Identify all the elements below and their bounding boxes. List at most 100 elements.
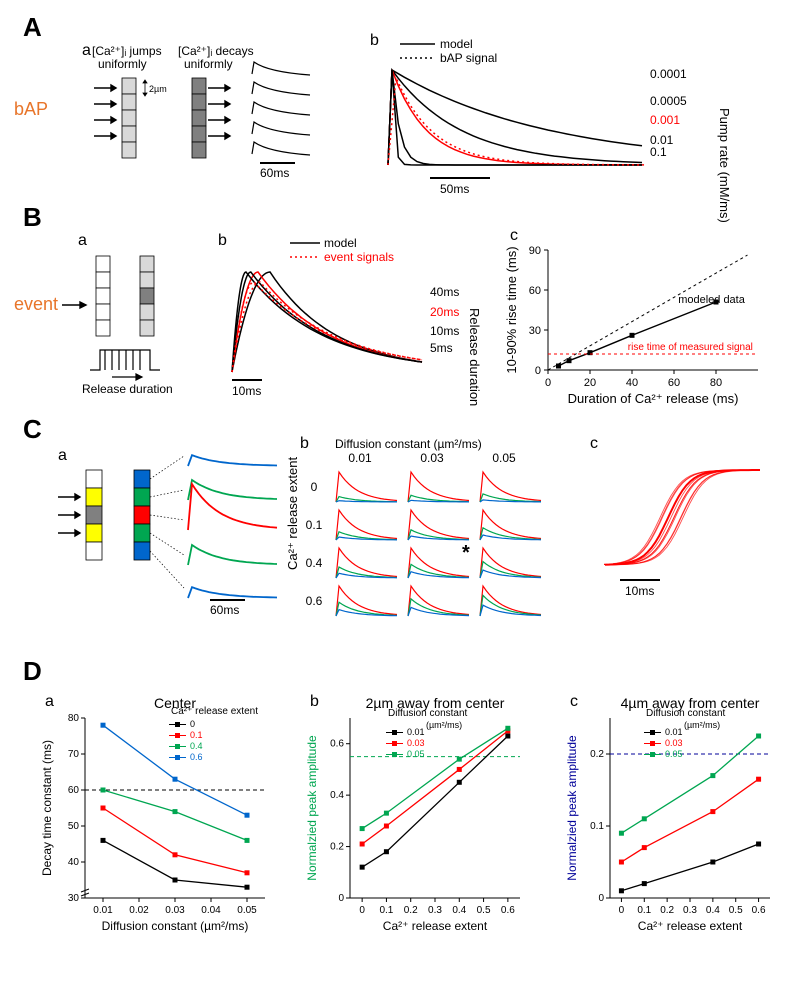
Ba-pulse	[90, 350, 160, 370]
Ba-xlabel: Release duration	[82, 382, 173, 396]
svg-text:0.01: 0.01	[407, 727, 425, 737]
svg-text:0.4: 0.4	[306, 556, 323, 570]
svg-text:0.05: 0.05	[665, 749, 683, 759]
svg-text:0.1: 0.1	[379, 905, 393, 916]
svg-text:0.01: 0.01	[93, 905, 113, 916]
svg-text:0.3: 0.3	[683, 905, 697, 916]
Cb-cell: *	[408, 542, 470, 578]
panel-A-letter: A	[23, 12, 42, 42]
svg-text:Normalzied peak amplitude: Normalzied peak amplitude	[565, 735, 579, 881]
Ca-arrows-in	[58, 494, 80, 536]
svg-text:Diffusion constant (µm²/ms): Diffusion constant (µm²/ms)	[102, 919, 249, 933]
panel-Cc-letter: c	[590, 435, 598, 452]
svg-text:10-90% rise time (ms): 10-90% rise time (ms)	[504, 246, 519, 373]
Bb-duration-labels: 40ms20ms10ms5ms	[430, 285, 459, 355]
svg-text:Normalzied peak amplitude: Normalzied peak amplitude	[305, 735, 319, 881]
Ca-connectors	[150, 456, 184, 588]
svg-text:60: 60	[529, 285, 541, 297]
svg-text:modeled data: modeled data	[678, 294, 746, 306]
svg-text:0.03: 0.03	[407, 738, 425, 748]
svg-text:0.4: 0.4	[706, 905, 720, 916]
Cb-cell	[408, 510, 469, 540]
Bb-ylabel: Release duration	[467, 308, 482, 406]
svg-text:0.2: 0.2	[590, 749, 604, 760]
Bb-scalebar-text: 10ms	[232, 384, 261, 398]
Cb-cell	[408, 472, 469, 502]
Cb-col-labels: 0.010.030.05	[348, 451, 516, 465]
svg-text:0.01: 0.01	[348, 451, 372, 465]
svg-text:5ms: 5ms	[430, 341, 453, 355]
svg-text:0.2: 0.2	[404, 905, 418, 916]
svg-text:Diffusion constant: Diffusion constant	[646, 708, 726, 719]
svg-text:40: 40	[626, 377, 638, 389]
svg-text:0.03: 0.03	[665, 738, 683, 748]
Ab-ylabel: Pump rate (mM/ms)	[717, 108, 732, 223]
Aa-text-decays: [Ca²⁺]ᵢ decays uniformly	[178, 44, 257, 71]
svg-text:0.0005: 0.0005	[650, 94, 687, 108]
Ab-pumprate-labels: 0.00010.00050.0010.010.1	[650, 67, 687, 159]
svg-text:0.1: 0.1	[650, 145, 667, 159]
panel-Ca-letter: a	[58, 447, 67, 464]
svg-text:0.0001: 0.0001	[650, 67, 687, 81]
Cb-cell	[480, 548, 541, 578]
Ab-curves	[388, 70, 646, 165]
svg-text:60: 60	[668, 377, 680, 389]
svg-text:0: 0	[338, 893, 344, 904]
svg-text:60: 60	[68, 785, 80, 796]
panel-Ab-letter: b	[370, 32, 379, 49]
svg-text:0.001: 0.001	[650, 113, 680, 127]
svg-text:50: 50	[68, 821, 80, 832]
svg-text:0.6: 0.6	[330, 739, 344, 750]
Cb-cell	[336, 510, 397, 540]
Cb-row-labels: 00.10.40.6	[306, 480, 323, 608]
Cb-cell	[408, 586, 469, 616]
Bb-legend: model event signals	[290, 236, 394, 264]
svg-text:40ms: 40ms	[430, 285, 459, 299]
Aa-scalebar-text: 60ms	[260, 166, 289, 180]
svg-text:a: a	[45, 693, 54, 710]
event-arrow-icon	[62, 302, 86, 308]
svg-text:0.05: 0.05	[407, 749, 425, 759]
svg-text:0.3: 0.3	[428, 905, 442, 916]
svg-text:30: 30	[529, 325, 541, 337]
svg-text:0.05: 0.05	[492, 451, 516, 465]
panel-C-letter: C	[23, 414, 42, 444]
svg-text:b: b	[310, 693, 319, 710]
svg-text:70: 70	[68, 749, 80, 760]
svg-text:Decay time constant (ms): Decay time constant (ms)	[40, 740, 54, 876]
Aa-column-1	[122, 78, 136, 158]
svg-text:0.02: 0.02	[129, 905, 149, 916]
Aa-decay-traces	[252, 62, 310, 155]
Bc-plot: 0204060800306090Duration of Ca²⁺ release…	[504, 245, 758, 406]
svg-text:bAP signal: bAP signal	[440, 51, 497, 65]
panel-Bc-letter: c	[510, 227, 518, 244]
svg-text:0.01: 0.01	[665, 727, 683, 737]
Aa-text-jumps: [Ca²⁺]ᵢ jumps uniformly	[92, 44, 165, 71]
Ba-duration-arrow-icon	[112, 374, 142, 380]
Ca-scalebar-text: 60ms	[210, 603, 239, 617]
svg-text:0.05: 0.05	[237, 905, 257, 916]
svg-text:0.6: 0.6	[306, 594, 323, 608]
Db-plot: 00.10.20.30.40.50.600.20.40.62µm away fr…	[305, 693, 520, 933]
Cb-cell	[336, 548, 397, 578]
svg-text:10ms: 10ms	[430, 324, 459, 338]
panel-B-letter: B	[23, 202, 42, 232]
Ba-column-1	[96, 256, 110, 336]
Cc-rising-traces	[605, 470, 760, 565]
panel-Cb-letter: b	[300, 435, 309, 452]
svg-text:0.1: 0.1	[190, 730, 203, 740]
svg-text:0.1: 0.1	[306, 518, 323, 532]
Cb-ylabel: Ca²⁺ release extent	[285, 457, 300, 570]
svg-text:Ca²⁺ release extent: Ca²⁺ release extent	[638, 919, 743, 933]
bAP-label: bAP	[14, 99, 48, 119]
svg-text:(µm²/ms): (µm²/ms)	[426, 720, 462, 730]
Cb-grid: *	[336, 472, 541, 616]
event-label: event	[14, 294, 58, 314]
Cc-scalebar-text: 10ms	[625, 584, 654, 598]
svg-text:80: 80	[68, 713, 80, 724]
svg-text:0: 0	[619, 905, 625, 916]
Aa-arrows-in	[94, 85, 116, 139]
svg-text:0.2: 0.2	[330, 842, 344, 853]
Dc-plot: 00.10.20.30.40.50.600.10.24µm away from …	[565, 693, 770, 933]
Cb-cell	[480, 510, 541, 540]
